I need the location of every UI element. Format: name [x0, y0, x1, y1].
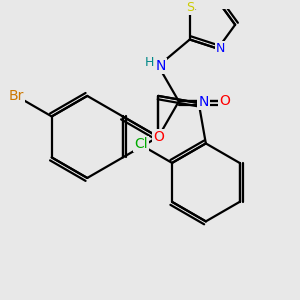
Text: N: N — [215, 42, 225, 55]
Text: N: N — [155, 59, 166, 73]
Text: O: O — [153, 130, 164, 144]
Text: H: H — [145, 56, 154, 68]
Text: O: O — [219, 94, 230, 108]
Text: Cl: Cl — [134, 137, 148, 151]
Text: Br: Br — [8, 89, 24, 103]
Text: N: N — [198, 95, 209, 109]
Text: S: S — [186, 1, 194, 14]
